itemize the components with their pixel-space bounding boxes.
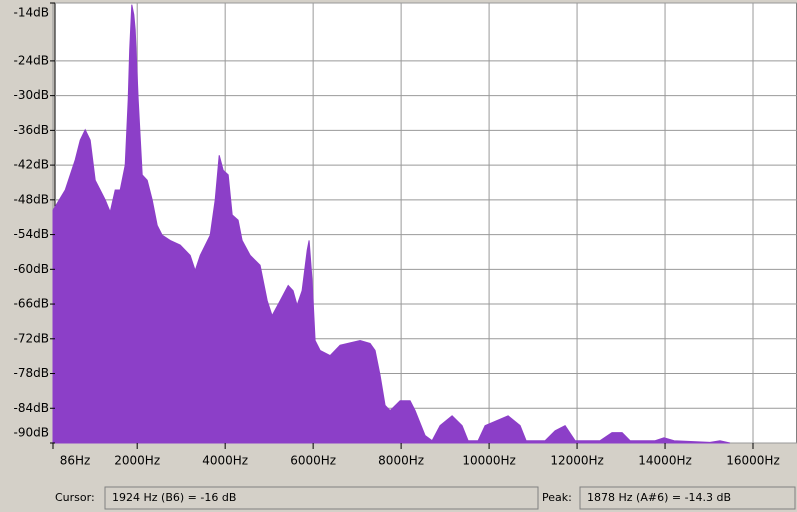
cursor-value: 1924 Hz (B6) = -16 dB [112,491,236,504]
y-tick-label: -24dB [14,53,49,67]
x-tick-label: 10000Hz [462,454,516,468]
x-tick-label: 4000Hz [202,454,248,468]
x-tick-label: 6000Hz [290,454,336,468]
peak-value: 1878 Hz (A#6) = -14.3 dB [587,491,731,504]
y-tick-label: -54dB [14,227,49,241]
y-tick-label: -60dB [14,262,49,276]
y-tick-label: -66dB [14,297,49,311]
y-tick-label: -42dB [14,158,49,172]
y-tick-label: -48dB [14,192,49,206]
y-tick-label: -84dB [14,401,49,415]
x-tick-label: 14000Hz [638,454,692,468]
y-tick-label: -78dB [14,366,49,380]
x-tick-label: 2000Hz [114,454,160,468]
y-tick-label: -72dB [14,331,49,345]
plot [52,2,797,444]
peak-box [579,486,796,510]
y-tick-label: -14dB [14,6,49,20]
x-tick-label: 86Hz [60,454,91,468]
x-tick-label: 16000Hz [726,454,780,468]
cursor-box [104,486,539,510]
x-tick-label: 12000Hz [550,454,604,468]
spectrum-area [52,4,731,444]
peak-label: Peak: [542,491,572,504]
cursor-label: Cursor: [55,491,95,504]
x-tick-label: 8000Hz [378,454,424,468]
y-tick-label: -30dB [14,88,49,102]
y-tick-label: -90dB [14,426,49,440]
y-tick-label: -36dB [14,123,49,137]
